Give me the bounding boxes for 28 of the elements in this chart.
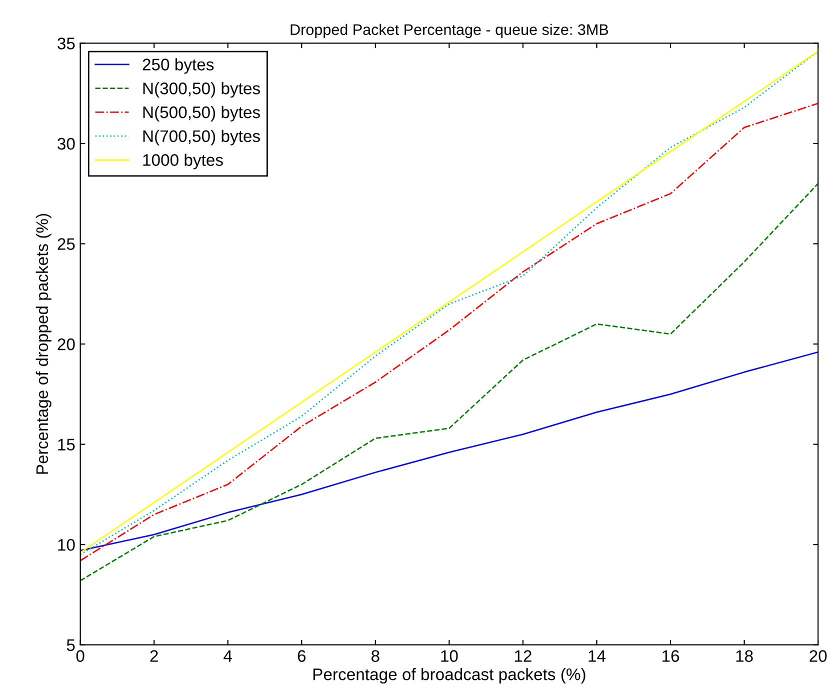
x-tick-label: 10 (441, 650, 458, 662)
legend-label: N(300,50) bytes (143, 82, 260, 98)
legend-label: N(500,50) bytes (143, 106, 260, 122)
y-tick-label: 35 (58, 38, 75, 50)
x-tick-label: 6 (298, 650, 306, 662)
chart-title: Dropped Packet Percentage - queue size: 3MB (290, 24, 608, 38)
x-tick-label: 2 (150, 650, 158, 662)
y-tick-label: 20 (58, 338, 75, 350)
y-axis-title: Percentage of dropped packets (%) (36, 214, 52, 474)
x-tick-label: 12 (514, 650, 532, 662)
legend-label: N(700,50) bytes (143, 130, 260, 146)
x-tick-label: 18 (736, 650, 753, 662)
x-tick-label: 14 (588, 650, 606, 662)
x-tick-label: 16 (662, 650, 680, 662)
x-tick-label: 4 (224, 650, 232, 662)
y-tick-label: 30 (58, 138, 75, 150)
y-tick-label: 10 (58, 538, 75, 551)
y-tick-label: 5 (66, 639, 75, 652)
x-tick-label: 20 (810, 650, 827, 662)
y-tick-label: 25 (58, 238, 75, 250)
x-tick-label: 8 (372, 650, 380, 662)
x-tick-label: 0 (76, 650, 84, 662)
line-series (80, 182, 818, 582)
y-tick-label: 15 (58, 438, 75, 450)
legend-label: 1000 bytes (143, 154, 223, 170)
x-axis-title: Percentage of broadcast packets (%) (313, 668, 586, 684)
legend-label: 250 bytes (142, 58, 214, 74)
line-series (80, 351, 818, 552)
